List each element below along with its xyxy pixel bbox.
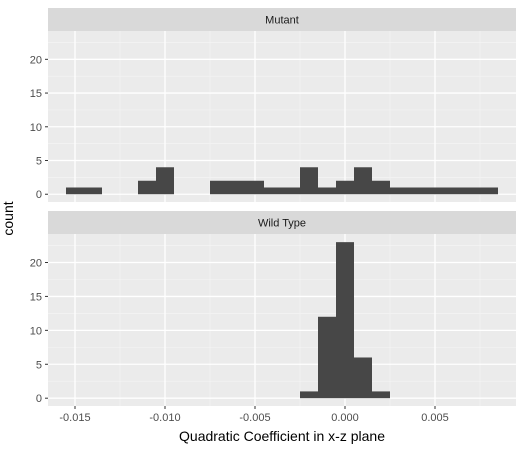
x-tick-label: -0.005 xyxy=(239,412,270,424)
y-tick-label: 20 xyxy=(30,257,42,269)
facet-panels: Mutant 0 5 10 15 20 Wild Type 0 5 10 15 20 xyxy=(30,8,516,406)
histogram-bar xyxy=(372,180,390,195)
facet-panel: Wild Type 0 5 10 15 20 xyxy=(30,211,516,406)
histogram-bar xyxy=(210,180,264,195)
y-tick-label: 20 xyxy=(30,54,42,66)
facet-strip xyxy=(48,211,516,234)
y-tick-label: 0 xyxy=(36,393,42,405)
y-tick-label: 15 xyxy=(30,291,42,303)
x-axis-title: Quadratic Coefficient in x-z plane xyxy=(179,428,385,444)
histogram-bar xyxy=(318,187,336,195)
histogram-bar xyxy=(66,187,102,195)
facet-strip-label: Wild Type xyxy=(258,218,306,230)
facet-strip xyxy=(48,8,516,31)
histogram-bar xyxy=(318,316,336,399)
y-tick-label: 0 xyxy=(36,189,42,201)
facet-strip-label: Mutant xyxy=(265,15,299,27)
y-tick-label: 15 xyxy=(30,88,42,100)
x-tick-label: 0.005 xyxy=(421,412,449,424)
histogram-bar xyxy=(372,391,390,399)
x-tick-label: 0.000 xyxy=(331,412,359,424)
x-axis: -0.015 -0.010 -0.005 0.000 0.005 xyxy=(59,406,449,424)
histogram-bar xyxy=(138,180,156,195)
histogram-bar xyxy=(300,167,318,195)
y-tick-label: 5 xyxy=(36,359,42,371)
histogram-bar xyxy=(390,187,498,195)
histogram-bar xyxy=(156,167,174,195)
histogram-bar xyxy=(354,357,372,399)
y-tick-label: 5 xyxy=(36,156,42,168)
x-tick-label: -0.015 xyxy=(59,412,90,424)
y-tick-label: 10 xyxy=(30,325,42,337)
y-axis-title: count xyxy=(0,201,16,235)
x-tick-label: -0.010 xyxy=(149,412,180,424)
histogram-bar xyxy=(354,167,372,195)
histogram-bar xyxy=(336,242,354,399)
histogram-bar xyxy=(336,180,354,195)
histogram-bar xyxy=(264,187,300,195)
panel-background xyxy=(48,31,516,202)
facet-panel: Mutant 0 5 10 15 20 xyxy=(30,8,516,202)
histogram-bar xyxy=(300,391,318,399)
y-tick-label: 10 xyxy=(30,122,42,134)
panel-background xyxy=(48,234,516,406)
